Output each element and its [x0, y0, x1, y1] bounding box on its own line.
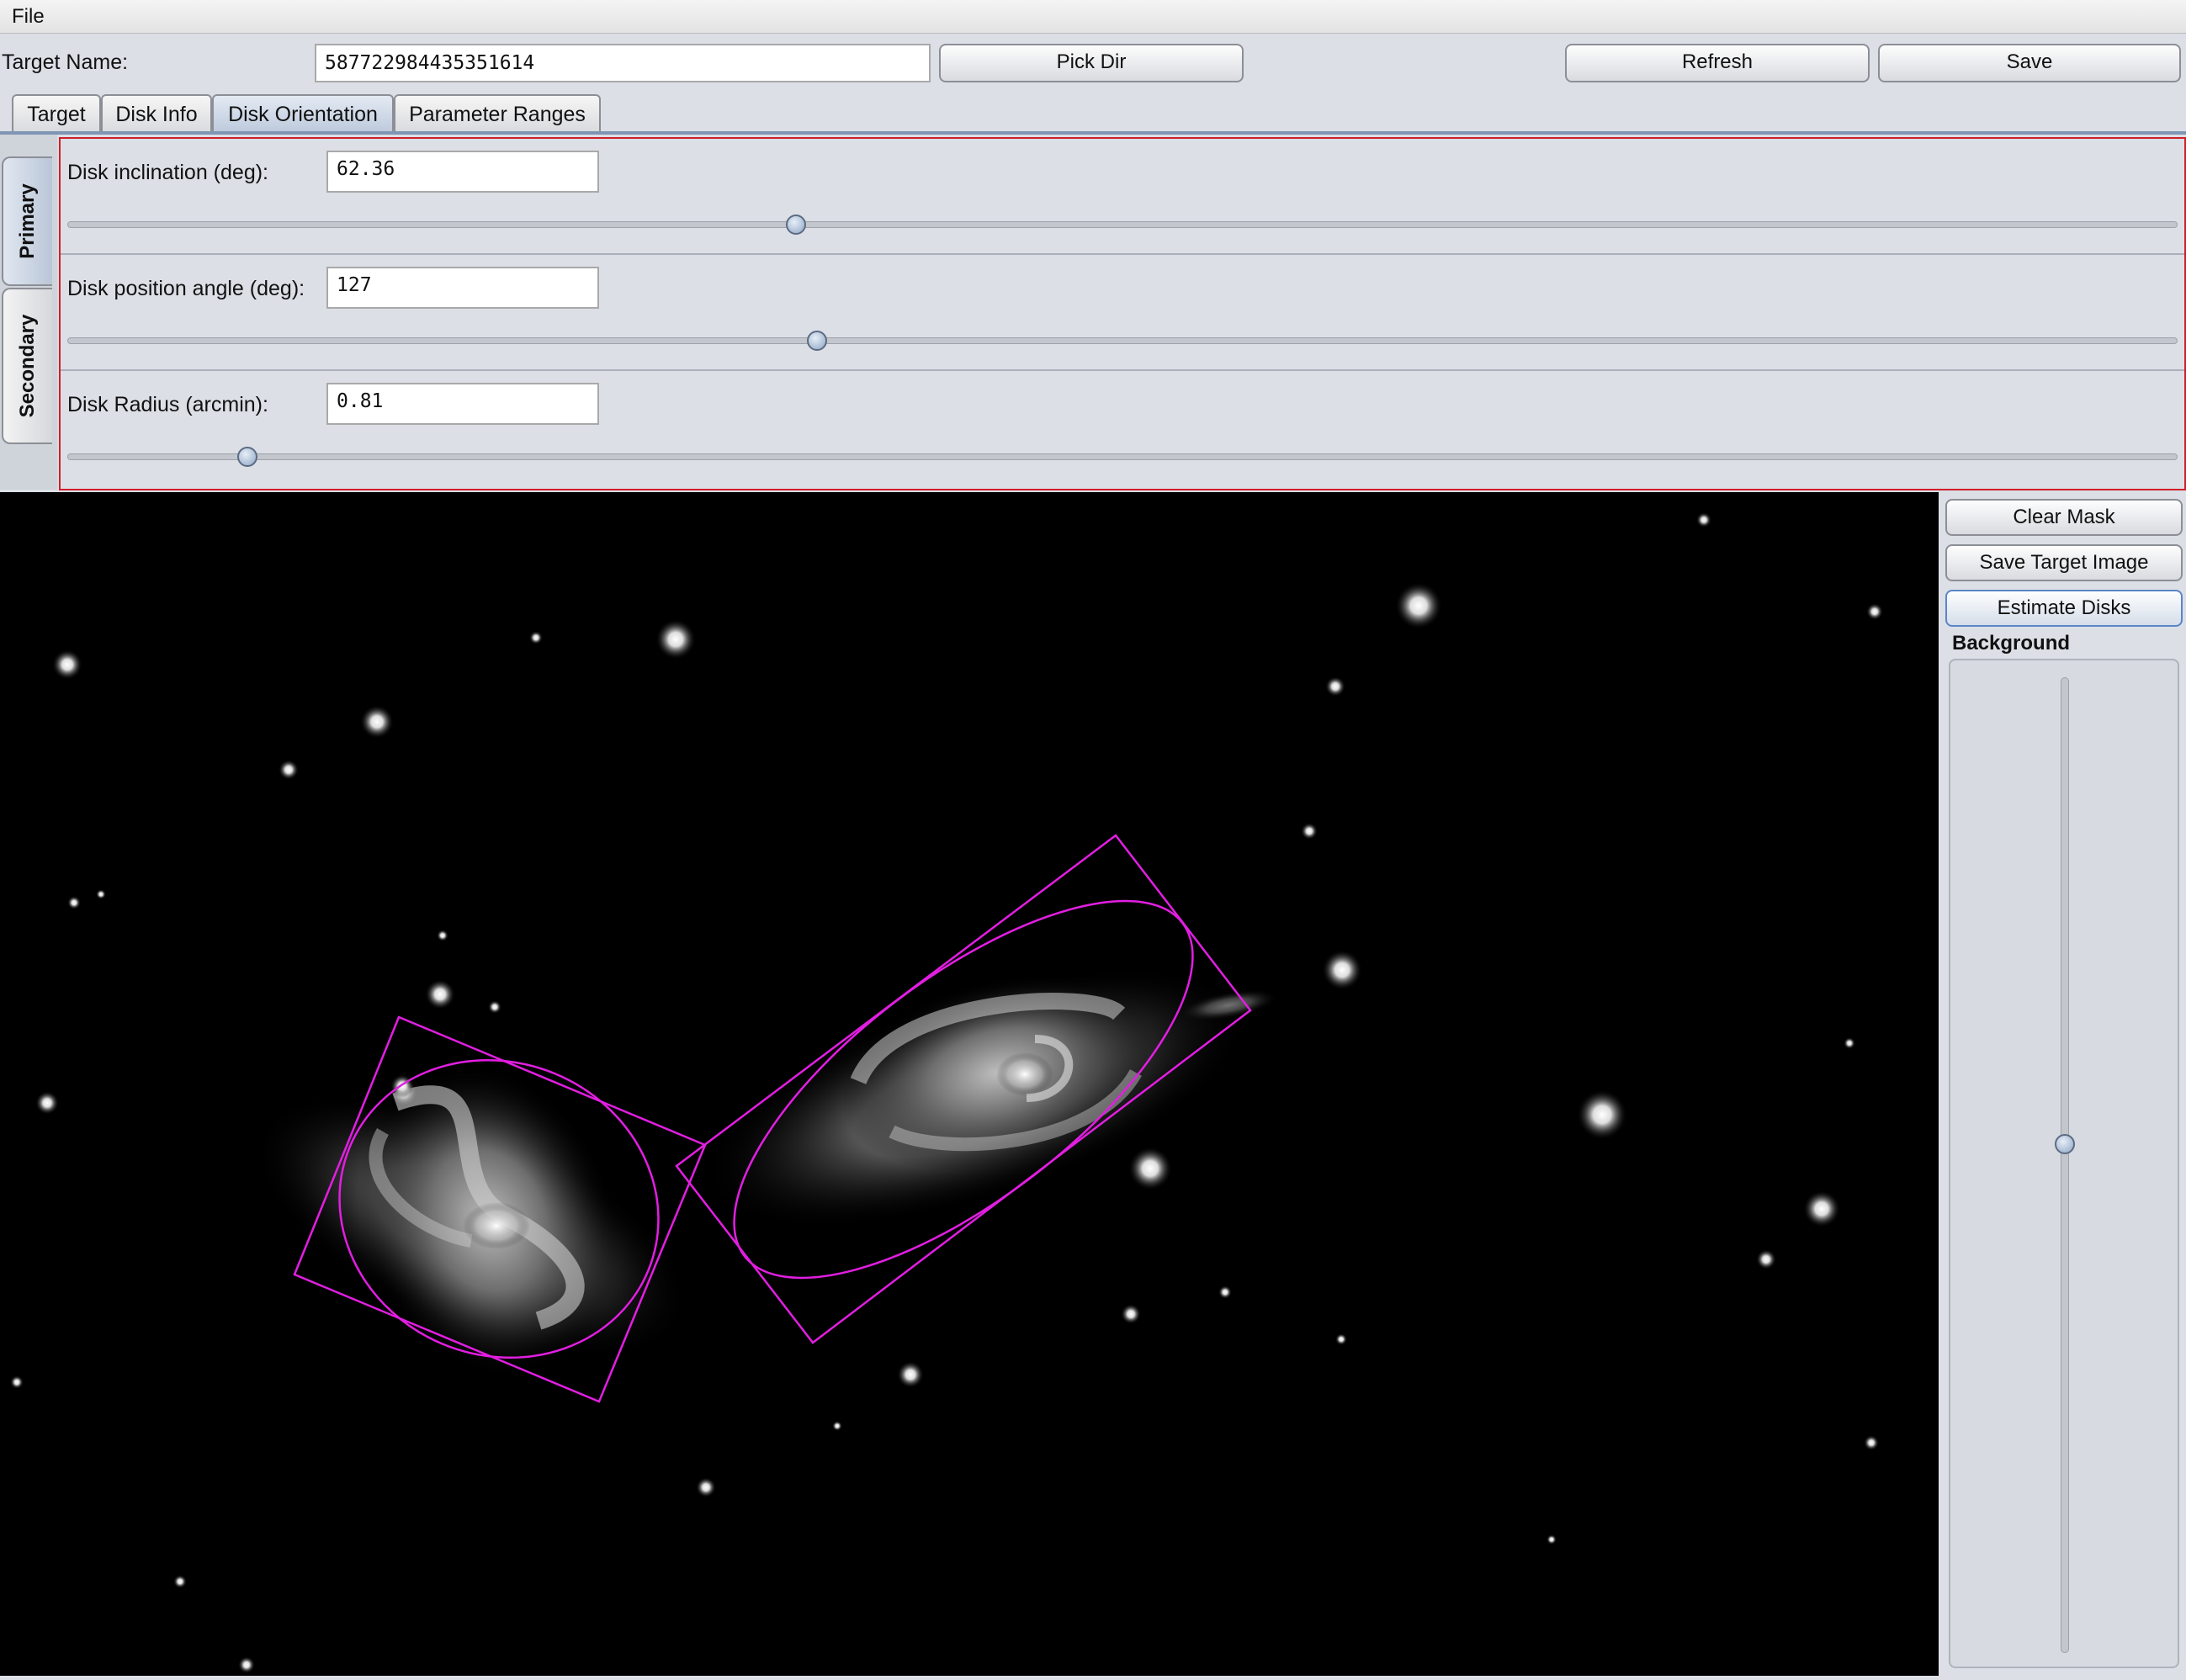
radius-slider-track[interactable]: [67, 453, 2178, 460]
position-angle-input[interactable]: 127: [326, 267, 599, 309]
refresh-button[interactable]: Refresh: [1565, 44, 1870, 82]
side-tab-secondary-label: Secondary: [16, 314, 39, 418]
save-button[interactable]: Save: [1878, 44, 2181, 82]
radius-input[interactable]: 0.81: [326, 383, 599, 425]
galaxy-pair: [252, 967, 1279, 1377]
tab-disk-info[interactable]: Disk Info: [101, 94, 212, 133]
side-tab-secondary[interactable]: Secondary: [2, 288, 52, 444]
position-angle-slider-track[interactable]: [67, 337, 2178, 344]
menu-bar: File: [0, 0, 2186, 34]
background-slider-box: [1949, 659, 2179, 1668]
tab-disk-orientation[interactable]: Disk Orientation: [212, 94, 394, 133]
target-name-label: Target Name:: [2, 50, 129, 74]
position-angle-slider-thumb[interactable]: [806, 331, 827, 351]
radius-label: Disk Radius (arcmin):: [67, 393, 268, 416]
primary-disk-ellipse: [338, 1058, 660, 1359]
background-slider-thumb[interactable]: [2055, 1133, 2075, 1154]
background-label: Background: [1952, 632, 2071, 655]
clear-mask-button[interactable]: Clear Mask: [1945, 499, 2183, 536]
side-tab-primary-label: Primary: [16, 183, 39, 259]
menu-file[interactable]: File: [12, 5, 45, 28]
disk-orientation-panel: Disk inclination (deg): 62.36 Disk posit…: [59, 137, 2186, 490]
inclination-slider-thumb[interactable]: [785, 215, 806, 235]
side-tab-primary[interactable]: Primary: [2, 156, 52, 286]
galaxy-image: [0, 492, 1939, 1676]
tab-parameter-ranges[interactable]: Parameter Ranges: [394, 94, 601, 133]
inclination-input[interactable]: 62.36: [326, 151, 599, 193]
background-slider-track[interactable]: [2061, 677, 2069, 1653]
target-image-view[interactable]: [0, 492, 1939, 1676]
target-name-input[interactable]: 587722984435351614: [315, 44, 931, 82]
radius-slider-thumb[interactable]: [236, 447, 257, 467]
inclination-label: Disk inclination (deg):: [67, 161, 268, 184]
inclination-row: Disk inclination (deg): 62.36: [61, 139, 2184, 255]
tab-divider: [0, 131, 2186, 135]
position-angle-label: Disk position angle (deg):: [67, 277, 305, 300]
side-tab-strip: Primary Secondary: [0, 135, 57, 490]
estimate-disks-button[interactable]: Estimate Disks: [1945, 590, 2183, 627]
pick-dir-button[interactable]: Pick Dir: [939, 44, 1244, 82]
right-control-panel: Clear Mask Save Target Image Estimate Di…: [1939, 492, 2186, 1676]
background-stars: [10, 512, 1883, 1673]
secondary-disk-box: [675, 834, 1252, 1344]
save-target-image-button[interactable]: Save Target Image: [1945, 544, 2183, 581]
tab-target[interactable]: Target: [12, 94, 101, 133]
radius-row: Disk Radius (arcmin): 0.81: [61, 371, 2184, 487]
position-angle-row: Disk position angle (deg): 127: [61, 255, 2184, 371]
disk-overlays: [293, 834, 1252, 1403]
secondary-disk-ellipse: [733, 899, 1194, 1280]
inclination-slider-track[interactable]: [67, 221, 2178, 228]
